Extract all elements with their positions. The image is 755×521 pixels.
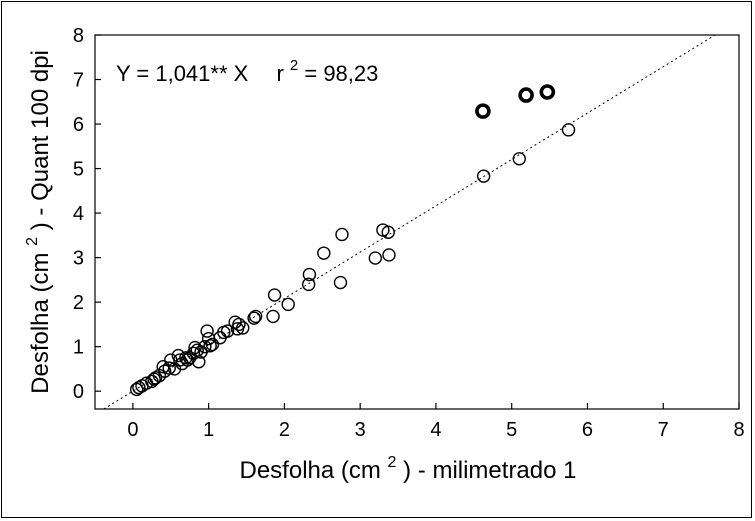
x-tick-label: 1 [203, 419, 214, 441]
x-axis-title-superscript: 2 [388, 454, 397, 471]
x-tick-label: 4 [430, 419, 441, 441]
y-tick-label: 3 [73, 248, 84, 270]
x-axis-title: Desfolha (cm 2 ) - milimetrado 1 [240, 446, 577, 484]
data-point [236, 321, 250, 335]
y-tick-label: 6 [73, 114, 84, 136]
y-tick-label: 7 [73, 70, 84, 92]
data-point [192, 355, 206, 369]
y-tick-label: 2 [73, 292, 84, 314]
data-points [129, 84, 576, 397]
x-axis-title-suffix: ) - milimetrado 1 [403, 457, 576, 484]
y-axis-title: Desfolha (cm 2 ) - Quant 100 dpi [16, 50, 54, 394]
data-point [205, 337, 220, 352]
data-point [183, 351, 197, 365]
r2-exponent: 2 [290, 57, 298, 74]
regression-annotation: Y = 1,041** X r 2 = 98,23 [116, 50, 378, 86]
data-point [381, 225, 395, 239]
data-point [232, 317, 246, 332]
data-point [162, 361, 176, 375]
x-tick-label: 6 [582, 419, 593, 441]
y-tick-label: 4 [73, 203, 84, 225]
data-point [247, 311, 261, 325]
plot-area [94, 34, 740, 410]
x-tick-label: 7 [658, 419, 669, 441]
y-axis-title-suffix: ) - Quant 100 dpi [27, 50, 54, 230]
x-tick-label: 8 [733, 419, 744, 441]
y-tick-label: 8 [73, 25, 84, 47]
data-point [317, 246, 331, 260]
data-point [200, 324, 214, 338]
data-point [179, 351, 193, 365]
y-axis-title-superscript: 2 [24, 237, 41, 246]
x-axis-title-prefix: Desfolha (cm [240, 457, 381, 484]
data-point [198, 339, 212, 354]
data-point [512, 152, 526, 166]
data-point [301, 277, 316, 292]
data-point [333, 275, 348, 290]
data-point [561, 123, 576, 137]
x-tick-label: 0 [127, 419, 138, 441]
y-tick-label: 0 [73, 381, 84, 403]
data-point [173, 353, 187, 367]
r2-symbol: r [276, 61, 283, 86]
y-tick-label: 1 [73, 337, 84, 359]
data-point [267, 288, 282, 302]
x-tick-label: 3 [355, 419, 366, 441]
data-point [281, 297, 295, 312]
data-point [248, 309, 263, 324]
x-tick-label: 2 [279, 419, 290, 441]
data-point [476, 169, 491, 183]
highlight-point [539, 84, 556, 100]
x-tick-label: 5 [506, 419, 517, 441]
data-point [132, 380, 146, 395]
data-point [335, 227, 349, 242]
data-point [220, 324, 235, 338]
y-axis-title-prefix: Desfolha (cm [27, 252, 54, 393]
data-point [368, 251, 383, 265]
axis-ticks: 0 1 2 3 4 5 6 7 8 0 1 2 3 4 5 6 7 8 [73, 25, 745, 441]
data-point [302, 267, 317, 282]
regression-equation: Y = 1,041** X [116, 61, 249, 86]
y-tick-label: 5 [73, 159, 84, 181]
data-point [266, 309, 280, 324]
r2-value: = 98,23 [304, 61, 378, 86]
highlight-point [518, 87, 534, 103]
data-point [203, 339, 217, 353]
data-point [382, 248, 396, 262]
highlight-point [475, 103, 491, 119]
